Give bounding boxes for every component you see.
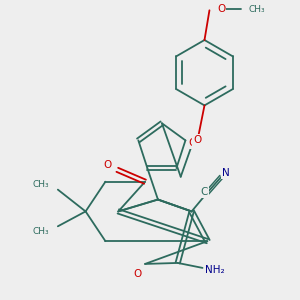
Text: N: N [222,168,230,178]
Text: CH₃: CH₃ [33,227,49,236]
Text: O: O [103,160,112,170]
Text: CH₃: CH₃ [33,180,49,189]
Text: NH₂: NH₂ [205,265,224,275]
Text: CH₃: CH₃ [249,5,265,14]
Text: O: O [133,269,141,279]
Text: O: O [193,135,202,146]
Text: O: O [217,4,226,14]
Text: O: O [188,138,197,148]
Text: C: C [201,187,208,196]
